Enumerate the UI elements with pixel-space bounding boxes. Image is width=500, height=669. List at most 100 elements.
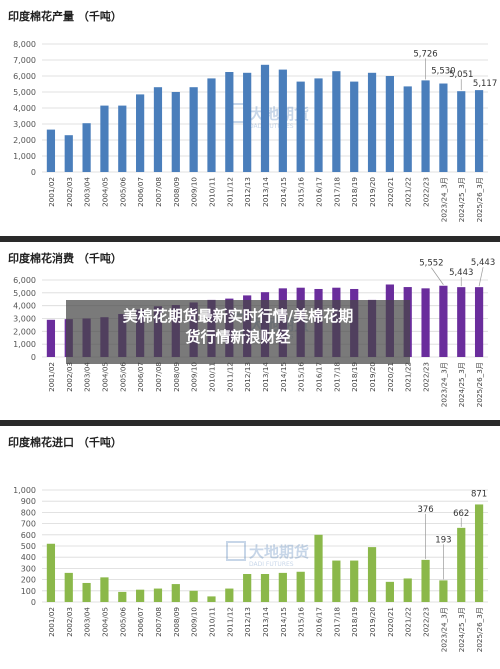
- data-label: 5,051: [449, 70, 473, 80]
- x-tick-label: 2002/03: [65, 177, 74, 207]
- x-tick-label: 2015/16: [297, 362, 306, 392]
- data-label: 5,530: [431, 67, 455, 77]
- x-tick-label: 2011/12: [225, 362, 234, 392]
- bar: [82, 582, 91, 602]
- production-chart: 0 1,000 2,000 3,000 4,000 5,000 6,000 7,000 8,00…: [13, 40, 497, 222]
- y-tick-label: 1,000: [13, 486, 36, 495]
- x-tick-label: 2025/26_3月: [475, 177, 484, 222]
- x-tick-label: 2024/25_3月: [457, 607, 466, 652]
- x-tick-label: 2001/02: [47, 607, 56, 637]
- x-tick-label: 2001/02: [47, 177, 56, 207]
- bar: [82, 123, 91, 172]
- label-leader-line: [431, 267, 444, 285]
- bar: [46, 543, 56, 602]
- x-tick-label: 2024/25_3月: [457, 362, 466, 407]
- y-tick-label: 7,000: [13, 56, 36, 65]
- x-tick-label: 2001/02: [47, 362, 56, 392]
- bar: [350, 81, 359, 172]
- y-tick-label: 4,000: [13, 302, 36, 311]
- chart-title: 印度棉花产量 （千吨）: [8, 10, 122, 23]
- imports-chart: 0 100 200 300 400 500 600 700 800 900 1,000 大地期货DAD…: [13, 486, 488, 652]
- x-tick-label: 2010/11: [207, 607, 216, 637]
- bar: [314, 78, 323, 172]
- x-tick-label: 2012/13: [243, 177, 252, 207]
- x-tick-label: 2013/14: [261, 177, 270, 207]
- x-tick-label: 2020/21: [386, 607, 395, 637]
- bar: [350, 560, 359, 602]
- bar: [385, 581, 394, 602]
- data-label: 5,726: [413, 49, 437, 59]
- chart-panel-production: 印度棉花产量 （千吨） 0 1,000 2,000 3,000 4,000 5,000 6,…: [0, 0, 500, 228]
- x-tick-label: 2009/10: [190, 607, 199, 637]
- y-tick-label: 5,000: [13, 289, 36, 298]
- bar: [439, 580, 448, 602]
- y-tick-label: 900: [21, 497, 36, 506]
- x-tick-label: 2008/09: [172, 362, 181, 392]
- y-tick-label: 1,000: [13, 152, 36, 161]
- bar: [421, 559, 430, 602]
- chart-title: 印度棉花消费 （千吨）: [8, 252, 122, 265]
- x-tick-label: 2005/06: [118, 362, 127, 392]
- y-tick-label: 5,000: [13, 88, 36, 97]
- data-label: 5,552: [419, 259, 443, 269]
- x-tick-label: 2016/17: [315, 362, 324, 392]
- headline-line-2: 货行情新浪财经: [185, 328, 291, 346]
- watermark-icon: [226, 541, 246, 561]
- bar: [421, 288, 430, 357]
- x-tick-label: 2006/07: [136, 177, 145, 207]
- data-label: 193: [435, 535, 451, 545]
- bar: [46, 319, 56, 357]
- x-tick-label: 2004/05: [100, 177, 109, 207]
- bar: [332, 560, 341, 602]
- bar: [439, 285, 448, 357]
- bar: [278, 572, 287, 602]
- x-tick-label: 2012/13: [243, 362, 252, 392]
- bar: [439, 83, 448, 172]
- bar: [100, 105, 109, 172]
- x-tick-label: 2008/09: [172, 607, 181, 637]
- bar: [207, 78, 216, 172]
- bar: [189, 590, 198, 602]
- y-tick-label: 0: [31, 168, 36, 177]
- x-tick-label: 2005/06: [118, 177, 127, 207]
- bar: [64, 135, 73, 172]
- bar: [243, 574, 252, 602]
- bar: [153, 588, 163, 602]
- x-tick-label: 2007/08: [154, 362, 163, 392]
- y-tick-label: 0: [31, 353, 36, 362]
- y-tick-label: 2,000: [13, 136, 36, 145]
- bar: [136, 589, 145, 602]
- x-tick-label: 2013/14: [261, 607, 270, 637]
- y-tick-label: 400: [21, 553, 36, 562]
- x-tick-label: 2009/10: [190, 362, 199, 392]
- x-tick-label: 2023/24_3月: [439, 177, 448, 222]
- bar: [171, 92, 180, 172]
- bar: [421, 80, 430, 172]
- x-tick-label: 2004/05: [100, 362, 109, 392]
- y-tick-label: 200: [21, 576, 36, 585]
- bar: [314, 534, 323, 602]
- x-tick-label: 2017/18: [332, 607, 341, 637]
- x-tick-label: 2010/11: [207, 177, 216, 207]
- y-tick-label: 500: [21, 542, 36, 551]
- y-tick-label: 800: [21, 508, 36, 517]
- y-tick-label: 3,000: [13, 315, 36, 324]
- bar: [474, 90, 484, 172]
- x-tick-label: 2022/23: [422, 607, 431, 637]
- bar: [260, 64, 270, 172]
- x-tick-label: 2018/19: [350, 607, 359, 637]
- x-tick-label: 2022/23: [422, 362, 431, 392]
- x-tick-label: 2007/08: [154, 177, 163, 207]
- data-label: 5,117: [473, 79, 497, 89]
- x-tick-label: 2003/04: [83, 177, 92, 207]
- x-tick-label: 2022/23: [422, 177, 431, 207]
- x-tick-label: 2006/07: [136, 362, 145, 392]
- data-label: 871: [471, 489, 487, 499]
- bar: [136, 94, 145, 172]
- x-tick-label: 2019/20: [368, 177, 377, 207]
- y-tick-label: 0: [31, 598, 36, 607]
- bar: [474, 504, 484, 602]
- x-tick-label: 2016/17: [315, 177, 324, 207]
- y-tick-label: 600: [21, 531, 36, 540]
- x-tick-label: 2017/18: [332, 362, 341, 392]
